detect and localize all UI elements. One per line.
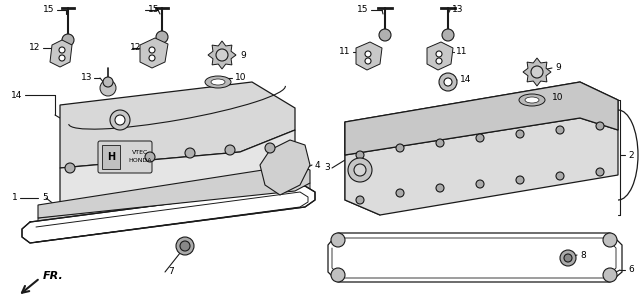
Circle shape: [444, 78, 452, 86]
Circle shape: [115, 115, 125, 125]
Circle shape: [110, 110, 130, 130]
Text: 1: 1: [12, 193, 18, 202]
Circle shape: [356, 196, 364, 204]
Circle shape: [476, 180, 484, 188]
Text: 11: 11: [456, 47, 467, 56]
Text: HONDA: HONDA: [128, 159, 152, 164]
Circle shape: [436, 139, 444, 147]
Text: 15: 15: [148, 6, 159, 14]
Text: 4: 4: [315, 160, 321, 169]
Circle shape: [265, 143, 275, 153]
Circle shape: [516, 176, 524, 184]
Text: 10: 10: [235, 74, 246, 83]
Circle shape: [216, 49, 228, 61]
Text: 12: 12: [130, 43, 141, 52]
Polygon shape: [140, 38, 168, 68]
Circle shape: [100, 80, 116, 96]
Ellipse shape: [211, 79, 225, 85]
Circle shape: [145, 152, 155, 162]
Text: 5: 5: [42, 193, 48, 202]
Polygon shape: [345, 82, 618, 155]
Polygon shape: [345, 82, 618, 155]
Circle shape: [396, 144, 404, 152]
Circle shape: [59, 47, 65, 53]
Polygon shape: [60, 82, 295, 168]
Circle shape: [59, 55, 65, 61]
Circle shape: [603, 233, 617, 247]
Text: 15: 15: [356, 6, 368, 14]
Polygon shape: [427, 42, 453, 70]
Circle shape: [560, 250, 576, 266]
Circle shape: [225, 145, 235, 155]
Polygon shape: [260, 140, 310, 195]
Text: 2: 2: [628, 151, 634, 160]
Circle shape: [396, 189, 404, 197]
Text: 8: 8: [580, 250, 586, 260]
Circle shape: [556, 172, 564, 180]
Polygon shape: [523, 58, 551, 86]
Circle shape: [596, 122, 604, 130]
Polygon shape: [38, 183, 310, 232]
Text: VTEC: VTEC: [132, 151, 148, 156]
Text: 11: 11: [339, 47, 350, 56]
Text: 3: 3: [324, 164, 330, 172]
Text: 12: 12: [29, 43, 40, 52]
Circle shape: [476, 134, 484, 142]
Circle shape: [436, 51, 442, 57]
Text: H: H: [107, 152, 115, 162]
Polygon shape: [345, 118, 618, 215]
Circle shape: [356, 151, 364, 159]
Text: 13: 13: [452, 6, 463, 14]
Circle shape: [436, 184, 444, 192]
FancyBboxPatch shape: [98, 141, 152, 173]
Ellipse shape: [519, 94, 545, 106]
Circle shape: [103, 77, 113, 87]
Circle shape: [149, 47, 155, 53]
Circle shape: [531, 66, 543, 78]
Text: 6: 6: [628, 265, 634, 274]
Text: 9: 9: [555, 63, 561, 72]
Circle shape: [365, 51, 371, 57]
Circle shape: [180, 241, 190, 251]
Circle shape: [442, 29, 454, 41]
Text: 7: 7: [168, 268, 173, 277]
Text: 14: 14: [11, 91, 22, 99]
Circle shape: [354, 164, 366, 176]
Circle shape: [156, 31, 168, 43]
Circle shape: [603, 268, 617, 282]
Circle shape: [62, 34, 74, 46]
Circle shape: [149, 55, 155, 61]
Polygon shape: [22, 186, 315, 243]
Text: 14: 14: [460, 75, 472, 84]
Text: 10: 10: [552, 94, 563, 103]
Circle shape: [348, 158, 372, 182]
Circle shape: [105, 157, 115, 167]
Polygon shape: [208, 41, 236, 69]
Circle shape: [556, 126, 564, 134]
Text: FR.: FR.: [43, 271, 64, 281]
Circle shape: [516, 130, 524, 138]
Circle shape: [176, 237, 194, 255]
Polygon shape: [50, 40, 72, 67]
Polygon shape: [356, 42, 382, 70]
Circle shape: [365, 58, 371, 64]
Polygon shape: [60, 130, 295, 205]
Circle shape: [65, 163, 75, 173]
Circle shape: [564, 254, 572, 262]
Circle shape: [596, 168, 604, 176]
Circle shape: [185, 148, 195, 158]
Polygon shape: [328, 233, 622, 282]
Circle shape: [439, 73, 457, 91]
FancyBboxPatch shape: [102, 145, 120, 169]
Polygon shape: [38, 165, 310, 218]
Text: 15: 15: [42, 6, 54, 14]
Text: 13: 13: [81, 74, 92, 83]
Ellipse shape: [205, 76, 231, 88]
Circle shape: [331, 268, 345, 282]
Text: 9: 9: [240, 51, 246, 59]
Circle shape: [436, 58, 442, 64]
Ellipse shape: [525, 97, 539, 103]
Circle shape: [379, 29, 391, 41]
Circle shape: [331, 233, 345, 247]
